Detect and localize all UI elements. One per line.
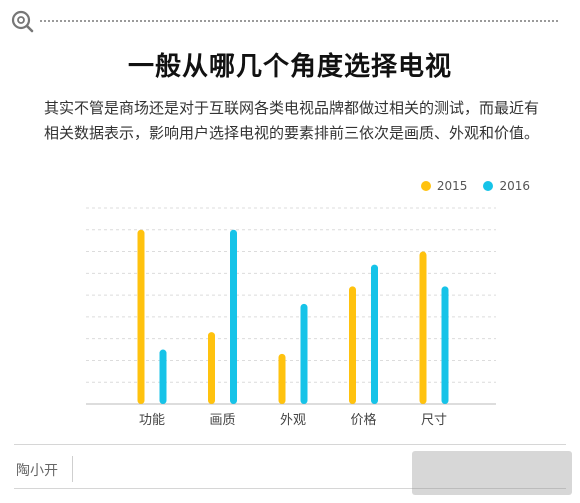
footer-separator <box>72 456 73 482</box>
author-name: 陶小开 <box>16 463 58 479</box>
bar-2015-3 <box>349 286 356 404</box>
bar-2015-4 <box>419 251 427 404</box>
legend-item-2016: 2016 <box>483 179 530 193</box>
legend-swatch-2016 <box>483 181 494 191</box>
top-divider <box>40 20 558 22</box>
footer-divider-bottom <box>14 488 566 489</box>
chart-legend: 2015 2016 <box>420 179 530 193</box>
x-tick-label: 尺寸 <box>421 413 447 428</box>
x-tick-label: 功能 <box>139 413 165 428</box>
description: 其实不管是商场还是对于互联网各类电视品牌都做过相关的测试，而最近有相关数据表示，… <box>44 99 540 142</box>
magnifier-logo-icon <box>11 10 34 33</box>
bar-2015-0 <box>137 229 145 404</box>
watermark <box>412 451 572 495</box>
footer-divider-top <box>14 444 566 445</box>
bar-2016-1 <box>230 229 237 404</box>
bar-2016-3 <box>371 264 378 404</box>
bar-2015-1 <box>208 332 215 404</box>
page-title: 一般从哪几个角度选择电视 <box>127 52 452 82</box>
bar-2016-0 <box>159 349 167 404</box>
legend-label-2015: 2015 <box>436 179 468 193</box>
legend-item-2015: 2015 <box>420 179 468 193</box>
bar-2016-2 <box>300 303 308 404</box>
x-tick-label: 外观 <box>280 413 306 428</box>
bar-2015-2 <box>278 353 286 404</box>
legend-label-2016: 2016 <box>499 179 530 193</box>
bar-2016-4 <box>441 286 449 404</box>
bar-chart: 功能 画质 外观 价格 尺寸 <box>86 207 496 428</box>
legend-swatch-2015 <box>420 181 431 191</box>
x-tick-label: 画质 <box>209 413 235 428</box>
x-tick-label: 价格 <box>350 412 376 428</box>
